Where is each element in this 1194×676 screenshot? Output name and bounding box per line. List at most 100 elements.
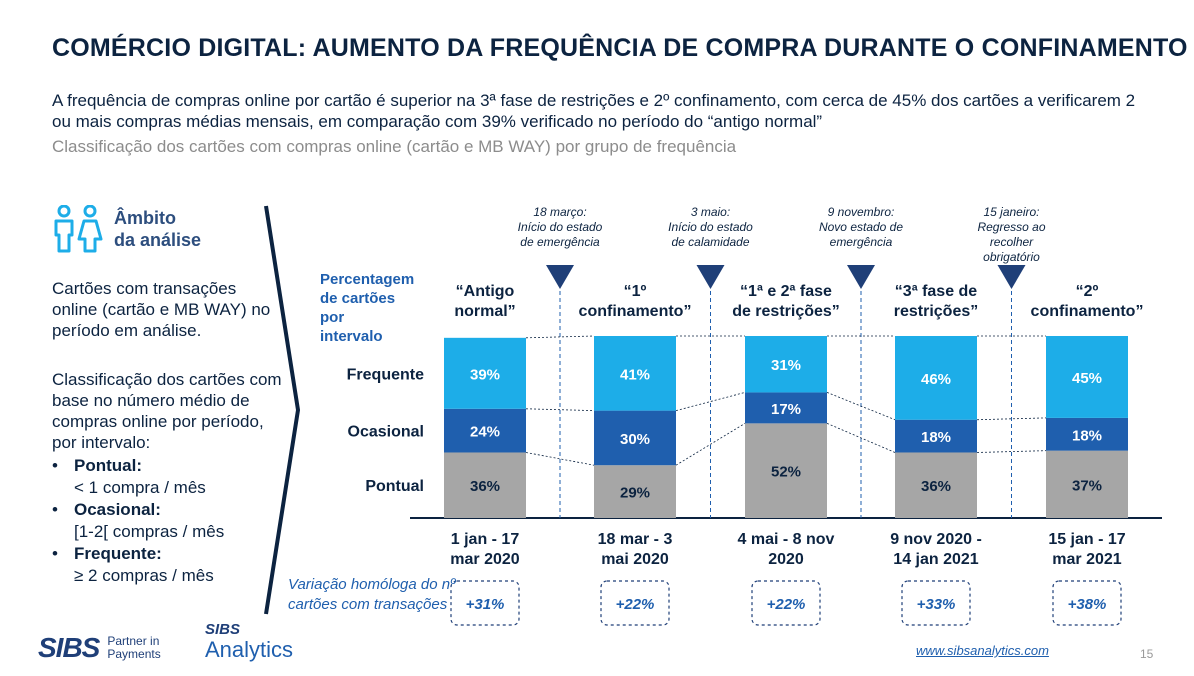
chart-layer: Percentagem de cartões por intervalo 18 març… <box>320 205 1162 626</box>
bar-segment-ocasional <box>745 392 827 424</box>
yoy-value: +33% <box>917 596 956 613</box>
x-tick-label-line: 9 nov 2020 - <box>890 531 982 548</box>
bullet-desc: < 1 compra / mês <box>74 478 206 497</box>
bar-value-label: 18% <box>921 429 951 446</box>
event-annotation-line: 18 março: <box>533 205 586 219</box>
x-tick-label-line: mar 2021 <box>1052 551 1121 568</box>
event-annotation-line: recolher <box>990 235 1034 249</box>
bar-value-label: 39% <box>470 366 500 383</box>
sibs-analytics-logo: SIBS Analytics <box>205 622 293 662</box>
segment-connector-line <box>976 417 1047 421</box>
x-tick-label-line: mar 2020 <box>450 551 519 568</box>
yoy-box <box>450 580 520 626</box>
event-marker-triangle <box>546 265 574 289</box>
bar-segment-frequente <box>1046 336 1128 418</box>
yoy-box <box>1052 580 1122 626</box>
bar-value-label: 52% <box>771 464 801 481</box>
chart-subtitle: Classificação dos cartões com compras on… <box>52 137 737 156</box>
bar-value-label: 29% <box>620 485 650 502</box>
bar-segment-pontual <box>444 452 526 518</box>
bullet-desc: [1-2[ compras / mês <box>74 522 225 541</box>
bar-segment-pontual <box>1046 450 1128 518</box>
bar-value-label: 24% <box>470 424 500 441</box>
bar-value-label: 36% <box>921 478 951 495</box>
period-title-line: “1º <box>624 283 647 300</box>
period-title-line: normal” <box>454 303 515 320</box>
bar-value-label: 41% <box>620 366 650 383</box>
yoy-box <box>901 580 971 626</box>
bar-segment-pontual <box>745 423 827 518</box>
ambito-header: Âmbito da análise <box>52 205 201 253</box>
page-subtitle: A frequência de compras online por cartã… <box>52 91 1136 131</box>
bar-value-label: 37% <box>1072 477 1102 494</box>
yoy-value: +22% <box>767 596 806 613</box>
people-icon <box>54 205 103 253</box>
sibs-analytics-bottom: Analytics <box>205 637 294 662</box>
footer-link[interactable]: www.sibsanalytics.com <box>916 643 1049 658</box>
bar-value-label: 17% <box>771 401 801 418</box>
event-annotation-line: Novo estado de <box>819 220 903 234</box>
x-tick-label-line: 14 jan 2021 <box>893 551 979 568</box>
event-annotation-line: emergência <box>830 235 893 249</box>
bar-segment-frequente <box>745 336 827 393</box>
yoy-box <box>751 580 821 626</box>
segment-connector-line <box>675 423 746 466</box>
event-annotation-line: de calamidade <box>671 235 749 249</box>
event-annotation-line: 9 novembro: <box>828 205 895 219</box>
bullet-desc: ≥ 2 compras / mês <box>74 566 214 585</box>
segment-connector-line <box>976 450 1047 453</box>
ambito-title-line1: Âmbito <box>114 208 176 228</box>
event-annotation-line: de emergência <box>520 235 600 249</box>
period-title-line: confinamento” <box>579 303 692 320</box>
event-marker-triangle <box>997 265 1026 289</box>
bar-value-label: 31% <box>771 357 801 374</box>
period-title-line: de restrições” <box>732 303 840 320</box>
sibs-logo-tagline: Partner in Payments <box>107 634 161 661</box>
bar-value-label: 45% <box>1072 370 1102 387</box>
event-marker-triangle <box>696 265 725 289</box>
y-axis-label-line: por <box>320 309 344 326</box>
bullet-term: Ocasional: <box>74 500 161 519</box>
y-axis-label-line: Percentagem <box>320 271 414 288</box>
event-marker-triangle <box>847 265 875 289</box>
page-title: COMÉRCIO DIGITAL: AUMENTO DA FREQUÊNCIA … <box>52 34 1188 62</box>
bullet-term: Pontual: <box>74 456 142 475</box>
x-tick-label-line: 15 jan - 17 <box>1048 531 1125 548</box>
bar-segment-pontual <box>594 465 676 518</box>
period-title-line: “Antigo <box>456 283 515 300</box>
event-annotation-line: 15 janeiro: <box>983 205 1039 219</box>
event-annotation-line: Regresso ao <box>977 220 1045 234</box>
bar-segment-frequente <box>895 336 977 420</box>
sibs-logo-text: SIBS <box>38 632 100 663</box>
x-tick-label-line: 2020 <box>768 551 804 568</box>
bar-segment-frequente <box>444 337 526 409</box>
bar-segment-pontual <box>895 452 977 518</box>
y-axis-label-line: intervalo <box>320 328 383 345</box>
yoy-label: Variação homóloga do nº cartões com tran… <box>288 576 456 613</box>
segment-connector-line <box>525 335 595 339</box>
bar-value-label: 46% <box>921 371 951 388</box>
bar-value-label: 30% <box>620 431 650 448</box>
period-title-line: “3ª fase de <box>895 283 978 300</box>
bar-segment-ocasional <box>895 419 977 453</box>
list-item-ocasional: Ocasional: [1-2[ compras / mês <box>52 499 292 543</box>
x-tick-label-line: 18 mar - 3 <box>598 531 673 548</box>
bar-segment-frequente <box>594 336 676 411</box>
list-item-frequente: Frequente: ≥ 2 compras / mês <box>52 543 292 587</box>
event-annotation-line: 3 maio: <box>691 205 730 219</box>
x-tick-label-line: 4 mai - 8 nov <box>738 531 835 548</box>
event-annotation-line: Início do estado <box>518 220 603 234</box>
page-number: 15 <box>1140 647 1154 661</box>
classification-list: Pontual: < 1 compra / mês Ocasional: [1-… <box>52 455 292 587</box>
chevron-divider <box>264 205 301 615</box>
period-title-line: confinamento” <box>1031 303 1144 320</box>
bar-segment-ocasional <box>444 408 526 453</box>
segment-connector-line <box>826 392 896 421</box>
yoy-value: +38% <box>1068 596 1107 613</box>
series-label: Frequente <box>347 366 424 383</box>
x-tick-label-line: mai 2020 <box>601 551 669 568</box>
period-title-line: restrições” <box>894 303 979 320</box>
segment-connector-line <box>525 452 595 466</box>
ambito-title-line2: da análise <box>114 230 202 250</box>
